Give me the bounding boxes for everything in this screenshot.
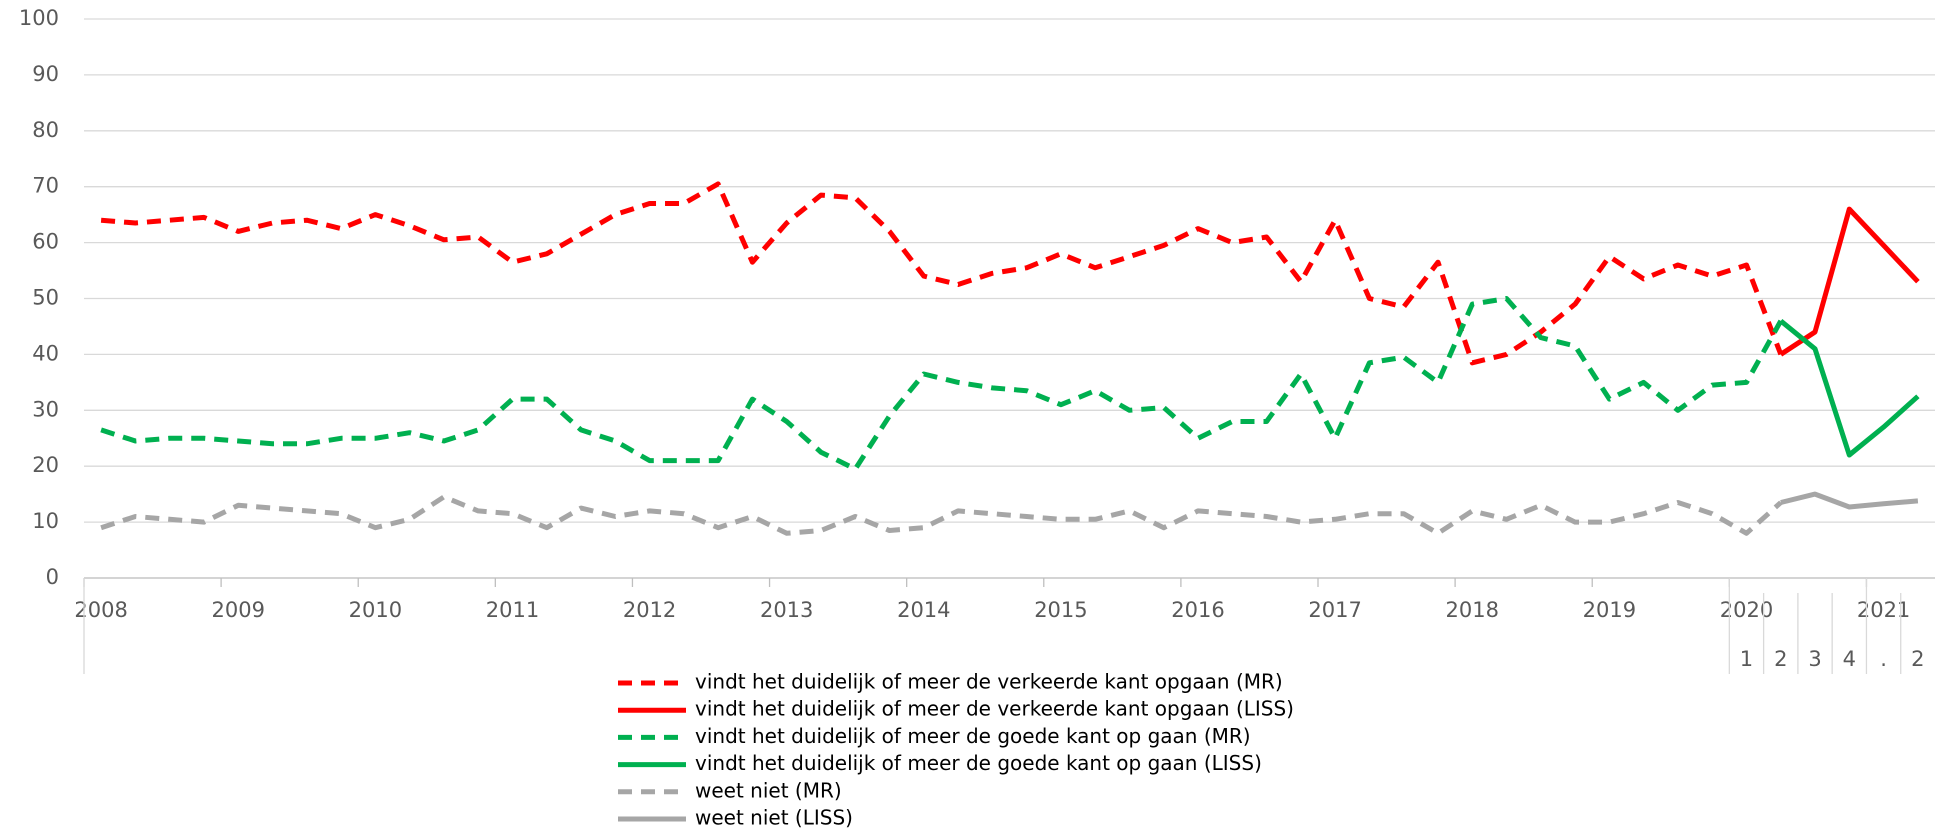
y-tick-label: 60: [32, 230, 59, 254]
y-tick-label: 80: [32, 118, 59, 142]
legend-label: vindt het duidelijk of meer de verkeerde…: [695, 670, 1283, 694]
y-tick-label: 20: [32, 453, 59, 477]
legend-label: vindt het duidelijk of meer de goede kan…: [695, 751, 1262, 775]
y-tick-label: 100: [19, 6, 59, 30]
x-group-label: 2013: [760, 598, 813, 622]
series-line: [100, 296, 1783, 472]
x-tick-label: .: [1880, 647, 1887, 671]
legend-label: weet niet (MR): [695, 778, 842, 802]
series-line: [100, 494, 1783, 536]
x-group-label: 2016: [1171, 598, 1224, 622]
y-tick-label: 90: [32, 62, 59, 86]
series-line: [1779, 318, 1920, 458]
series-line: [1780, 491, 1919, 510]
y-tick-label: 40: [32, 341, 59, 365]
legend-label: weet niet (LISS): [695, 806, 853, 830]
legend-label: vindt het duidelijk of meer de verkeerde…: [695, 697, 1294, 721]
x-group-label: 2009: [212, 598, 265, 622]
x-tick-label: 1: [1740, 647, 1753, 671]
x-group-label: 2020: [1720, 598, 1773, 622]
legend-label: vindt het duidelijk of meer de goede kan…: [695, 724, 1251, 748]
x-tick-label: 3: [1808, 647, 1821, 671]
x-tick-label: 2: [1911, 647, 1924, 671]
x-group-label: 2019: [1583, 598, 1636, 622]
x-group-label: 2017: [1308, 598, 1361, 622]
series-line: [100, 181, 1784, 366]
x-group-label: 2012: [623, 598, 676, 622]
y-tick-label: 0: [46, 565, 59, 589]
y-tick-label: 50: [32, 286, 59, 310]
x-tick-label: 4: [1843, 647, 1856, 671]
x-group-label: 2011: [486, 598, 539, 622]
y-tick-label: 30: [32, 397, 59, 421]
x-group-label: 2014: [897, 598, 950, 622]
x-group-label: 2008: [74, 598, 127, 622]
x-group-label: 2015: [1034, 598, 1087, 622]
series-line: [1779, 206, 1920, 357]
x-tick-label: 2: [1774, 647, 1787, 671]
y-tick-label: 70: [32, 174, 59, 198]
x-group-label: 2010: [349, 598, 402, 622]
x-group-label: 2018: [1446, 598, 1499, 622]
x-group-label: 2021: [1857, 598, 1910, 622]
y-tick-label: 10: [32, 509, 59, 533]
